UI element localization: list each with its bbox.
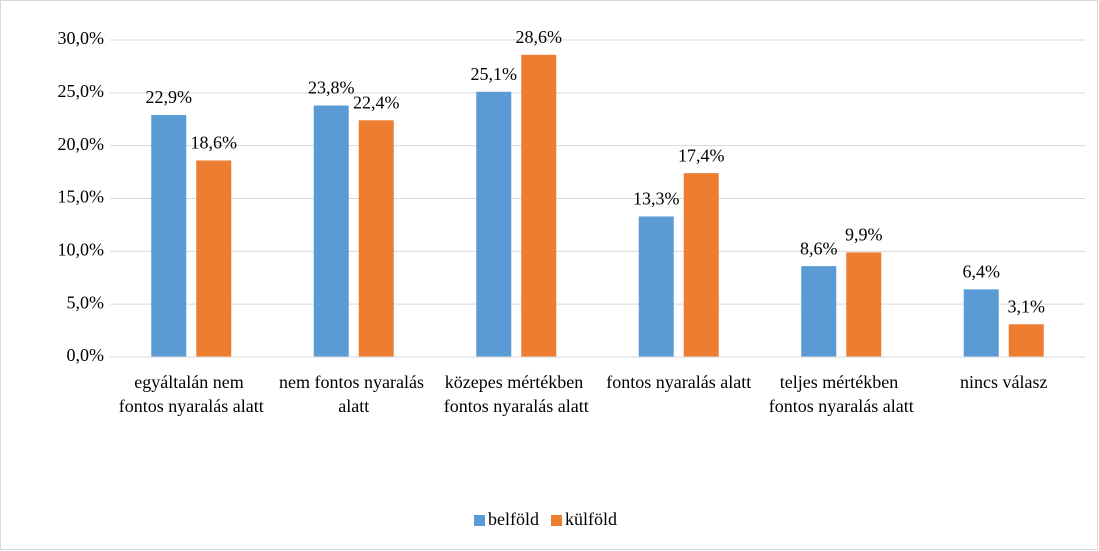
value-label: 8,6% (800, 238, 838, 258)
y-tick-label: 30,0% (58, 28, 105, 48)
x-tick-label: egyáltalán nem fontos nyaralás alatt (119, 372, 264, 416)
value-label: 13,3% (633, 189, 680, 209)
value-label: 25,1% (471, 64, 518, 84)
x-tick-label: teljes mértékben fontos nyaralás alatt (769, 372, 914, 416)
x-tick-label: nincs válasz (960, 372, 1047, 392)
y-tick-label: 20,0% (58, 134, 105, 154)
y-tick-label: 5,0% (67, 292, 105, 312)
y-tick-label: 10,0% (58, 239, 105, 259)
value-label: 3,1% (1008, 296, 1046, 316)
bar (521, 54, 557, 357)
x-tick-label: fontos nyaralás alatt (606, 372, 751, 392)
legend-swatch (551, 515, 562, 526)
value-label: 28,6% (516, 27, 563, 47)
x-tick-label: közepes mértékben fontos nyaralás alatt (444, 372, 589, 416)
value-label: 22,9% (146, 87, 193, 107)
bar (638, 216, 674, 357)
bar (846, 252, 882, 357)
value-label: 17,4% (678, 145, 725, 165)
bar (313, 105, 349, 357)
bar (358, 120, 394, 357)
value-label: 23,8% (308, 78, 355, 98)
bar (196, 160, 232, 357)
value-label: 18,6% (191, 133, 238, 153)
bar (1008, 324, 1044, 357)
value-label: 9,9% (845, 225, 883, 245)
value-label: 6,4% (963, 261, 1001, 281)
y-tick-label: 25,0% (58, 81, 105, 101)
bar (683, 173, 719, 357)
legend-label: külföld (565, 509, 617, 529)
x-tick-label: nem fontos nyaralás alatt (279, 372, 428, 416)
bar (476, 91, 512, 357)
y-tick-label: 0,0% (67, 345, 105, 365)
legend-swatch (474, 515, 485, 526)
bar (801, 266, 837, 357)
legend-label: belföld (488, 509, 539, 529)
bar (151, 115, 187, 357)
bar (963, 289, 999, 357)
y-tick-label: 15,0% (58, 187, 105, 207)
value-label: 22,4% (353, 92, 400, 112)
